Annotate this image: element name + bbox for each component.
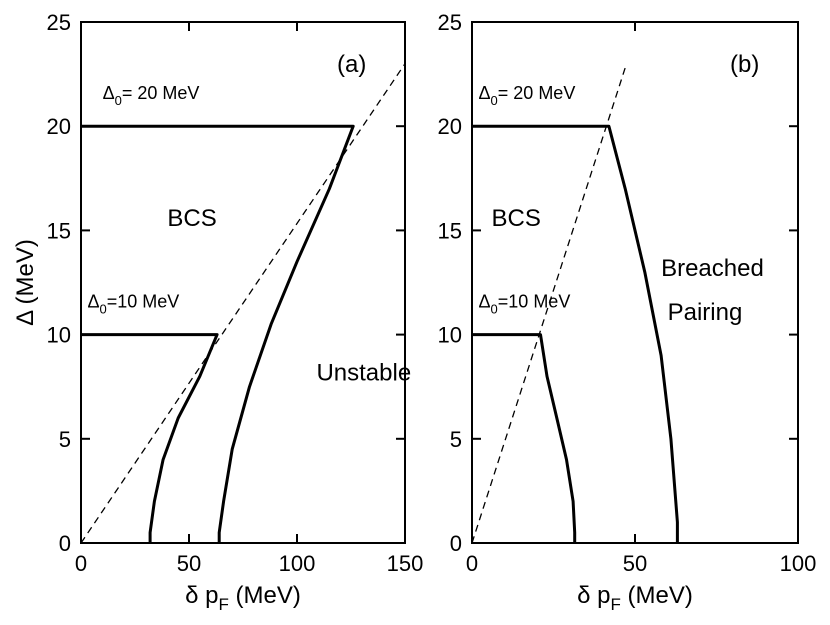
y-tick-label: 15 bbox=[438, 218, 462, 243]
phase-boundary-line-2 bbox=[472, 124, 679, 543]
panel-label: (b) bbox=[730, 51, 759, 78]
region-label: Pairing bbox=[668, 299, 743, 326]
y-tick-label: 10 bbox=[438, 323, 462, 348]
dashed-boundary-line bbox=[80, 63, 406, 544]
phase-boundary-line-1 bbox=[472, 333, 577, 543]
x-axis-title: δ pF (MeV) bbox=[185, 582, 301, 614]
y-tick-label: 0 bbox=[450, 531, 462, 556]
x-tick-label: 100 bbox=[780, 551, 817, 576]
y-tick-label: 5 bbox=[59, 427, 71, 452]
region-label: Unstable bbox=[316, 359, 411, 386]
x-axis-title: δ pF (MeV) bbox=[577, 582, 693, 614]
panel-a: 0 50 100 150 0 5 10 15 20 25 (a) BCS Unstable Δ0= 20 … bbox=[12, 10, 423, 614]
region-label: BCS bbox=[492, 205, 541, 232]
x-tick-label: 0 bbox=[466, 551, 478, 576]
plot-frame bbox=[80, 21, 406, 544]
x-tick-label: 50 bbox=[623, 551, 647, 576]
y-tick-label: 20 bbox=[438, 114, 462, 139]
y-tick-label: 15 bbox=[47, 218, 71, 243]
y-tick-label: 10 bbox=[47, 323, 71, 348]
region-label: Breached bbox=[661, 255, 764, 282]
y-tick-label: 25 bbox=[47, 10, 71, 35]
y-tick-label: 0 bbox=[59, 531, 71, 556]
y-axis-title: Δ (MeV) bbox=[12, 239, 39, 326]
phase-boundary-line-2 bbox=[81, 124, 355, 543]
panel-label: (a) bbox=[337, 51, 366, 78]
gap-label: Δ0= 20 MeV bbox=[479, 83, 576, 108]
x-tick-label: 0 bbox=[75, 551, 87, 576]
x-tick-label: 150 bbox=[387, 551, 424, 576]
gap-label: Δ0=10 MeV bbox=[87, 292, 179, 317]
gap-label: Δ0=10 MeV bbox=[479, 292, 571, 317]
panel-b: 0 50 100 0 5 10 15 20 25 (b) BCS Breached Pairing Δ0=… bbox=[438, 10, 817, 614]
x-tick-label: 50 bbox=[177, 551, 201, 576]
y-tick-label: 20 bbox=[47, 114, 71, 139]
y-tick-label: 25 bbox=[438, 10, 462, 35]
x-tick-label: 100 bbox=[279, 551, 316, 576]
phase-boundary-line-1 bbox=[81, 333, 219, 543]
gap-label: Δ0= 20 MeV bbox=[103, 83, 200, 108]
region-label: BCS bbox=[167, 205, 216, 232]
y-tick-label: 5 bbox=[450, 427, 462, 452]
